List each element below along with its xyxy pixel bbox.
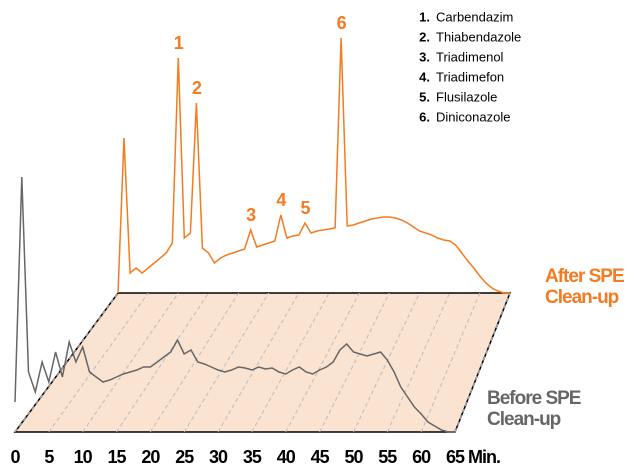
peak-label: 6: [337, 13, 347, 33]
grid-line: [48, 292, 149, 433]
x-tick-label: 40: [277, 447, 296, 467]
x-tick-label: 30: [209, 447, 228, 467]
legend-name: Triadimefon: [436, 69, 504, 84]
x-tick-label: 50: [344, 447, 363, 467]
legend-name: Carbendazim: [436, 9, 513, 24]
peak-label: 3: [246, 205, 256, 225]
grid-line: [82, 292, 179, 433]
x-tick-label: 35: [243, 447, 262, 467]
peak-label: 5: [300, 198, 310, 218]
x-tick-label: 0: [10, 447, 20, 467]
legend-number: 2.: [419, 29, 430, 44]
grid-line: [454, 292, 511, 433]
grid-line: [386, 292, 451, 433]
trace: [14, 176, 455, 433]
peak-label: 2: [192, 78, 202, 98]
x-tick-label: 45: [311, 447, 330, 467]
legend-name: Flusilazole: [436, 89, 497, 104]
x-tick-label: 5: [44, 447, 54, 467]
plane: [13, 292, 512, 433]
legend-number: 1.: [419, 9, 430, 24]
x-tick-label: 25: [175, 447, 194, 467]
x-axis-label: Min.: [468, 447, 500, 467]
grid-line: [217, 292, 300, 433]
x-tick-label: 65: [446, 447, 465, 467]
peak-label: 1: [174, 33, 184, 53]
grid-line: [183, 292, 270, 433]
legend-number: 5.: [419, 89, 430, 104]
legend-name: Triadimenol: [436, 49, 504, 64]
series-label: After SPE Clean-up: [545, 266, 625, 308]
grid-line: [14, 292, 119, 433]
x-tick-label: 10: [74, 447, 93, 467]
grid-line: [251, 292, 330, 433]
legend-number: 6.: [419, 109, 430, 124]
legend-number: 4.: [419, 69, 430, 84]
x-tick-label: 55: [378, 447, 397, 467]
x-tick-label: 20: [141, 447, 160, 467]
trace: [117, 37, 510, 294]
x-tick-label: 15: [108, 447, 127, 467]
peak-label: 4: [276, 190, 286, 210]
series-label: Before SPE Clean-up: [487, 388, 581, 430]
grid-line: [285, 292, 360, 433]
grid-line: [319, 292, 390, 433]
x-tick-label: 60: [412, 447, 431, 467]
legend-name: Diniconazole: [436, 109, 510, 124]
legend-name: Thiabendazole: [436, 29, 521, 44]
legend-number: 3.: [419, 49, 430, 64]
grid-line: [353, 292, 420, 433]
